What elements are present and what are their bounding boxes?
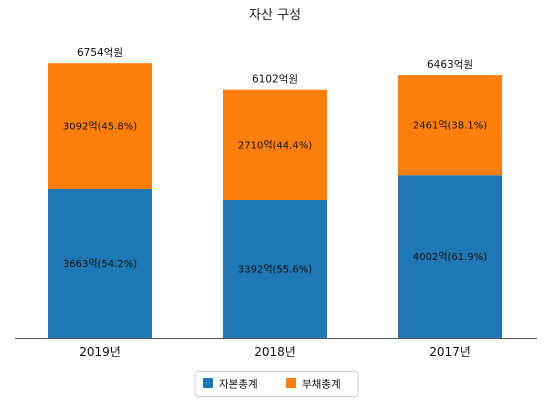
bar-group: 3663억(54.2%) 3092억(45.8%) 6754억원 3392억(55.6… — [48, 47, 502, 338]
bar-segment-2-2 — [223, 89, 327, 200]
legend-label-1: 자본총계 — [219, 379, 258, 391]
data-label-2-3: 2461억(38.1%) — [413, 120, 487, 132]
data-label-2-1: 3092억(45.8%) — [63, 121, 137, 133]
legend: 자본총계 부채총계 — [194, 371, 359, 397]
data-label-1-2: 3392억(55.6%) — [238, 263, 312, 275]
bar-segment-2-3 — [398, 75, 502, 176]
bar-segment-1-1 — [48, 188, 152, 338]
legend-item-1: 자본총계 — [203, 378, 258, 391]
data-label-2-2: 2710억(44.4%) — [238, 139, 312, 151]
legend-frame — [194, 371, 359, 397]
data-label-1-3: 4002억(61.9%) — [413, 251, 487, 263]
chart-title: 자산 구성 — [249, 8, 301, 23]
legend-swatch-1 — [203, 378, 213, 388]
total-label-1: 6754억원 — [77, 47, 123, 59]
total-label-2: 6102억원 — [252, 74, 298, 86]
x-tick-label-3: 2017년 — [429, 345, 471, 359]
total-label-3: 6463억원 — [427, 59, 473, 71]
legend-swatch-2 — [286, 378, 296, 388]
bar-segment-1-3 — [398, 175, 502, 338]
data-label-1-1: 3663억(54.2%) — [63, 258, 137, 270]
x-tick-label-2: 2018년 — [254, 345, 296, 359]
legend-item-2: 부채총계 — [286, 378, 341, 391]
bar-segment-2-1 — [48, 63, 152, 189]
x-tick-labels: 2019년 2018년 2017년 — [79, 345, 471, 359]
x-tick-label-1: 2019년 — [79, 345, 121, 359]
bar-segment-1-2 — [223, 199, 327, 338]
legend-label-2: 부채총계 — [302, 379, 341, 391]
